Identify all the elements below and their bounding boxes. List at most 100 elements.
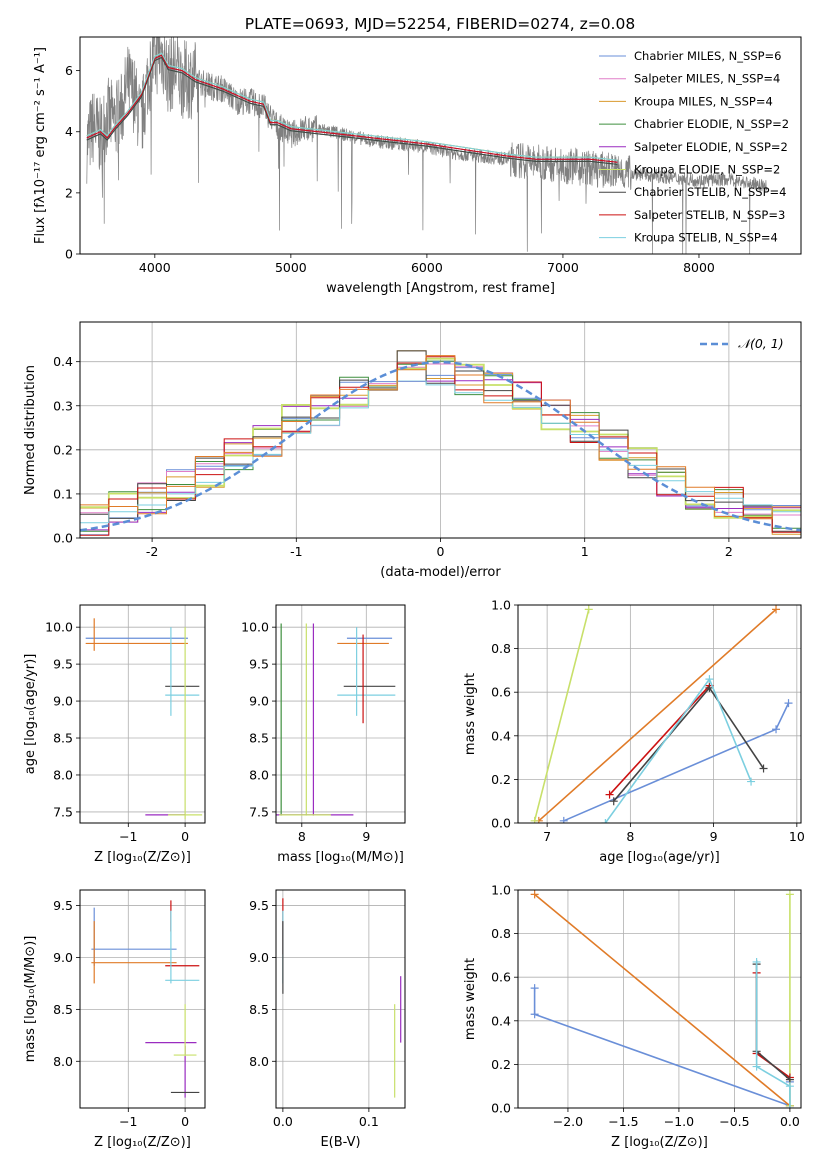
legend-label-normal: 𝒩(0, 1): [738, 336, 784, 351]
y-tick-label: 0.2: [53, 442, 73, 457]
x-tick-label: −1: [119, 829, 137, 844]
axes-weight_vs_z: −2.0 −1.5 −1.0 −0.5 0.0 0.0 0.2 0.4 0.6 0.8 1.0 Z […: [463, 883, 802, 1150]
weight-marker: [784, 699, 793, 708]
y-tick-label: 0.1: [53, 486, 73, 501]
axes-age_vs_mass: 8 9 7.5 8.0 8.5 9.0 9.5 10.0 mass [log₁₀(M/M⊙)]: [241, 604, 406, 865]
weight-marker: [601, 819, 610, 823]
y-tick-label: 0.0: [491, 1101, 511, 1116]
x-tick-label: 6000: [411, 260, 443, 275]
weight-marker: [559, 816, 568, 823]
histogram-chabrier-stelib: [80, 350, 801, 532]
normal-curve: [80, 360, 801, 532]
plot-area: [276, 623, 396, 816]
histogram-orange: [80, 355, 801, 520]
weight-marker: [752, 1062, 761, 1071]
legend-label: Chabrier STELIB, N_SSP=4: [634, 185, 786, 199]
y-tick-label: 9.5: [249, 657, 269, 672]
model-line-kroupa-stelib: [86, 52, 618, 161]
axes-frame: [79, 321, 802, 539]
model-line-salpeter-stelib: [86, 54, 618, 163]
x-tick-label: 9: [362, 829, 370, 844]
x-tick-label: 0.1: [359, 1114, 379, 1129]
y-tick-label: 8.0: [249, 1054, 269, 1069]
x-tick-label: 8: [298, 829, 306, 844]
y-tick-label: 8.0: [53, 1054, 73, 1069]
y-tick-label: 0.2: [491, 772, 511, 787]
x-axis-label: E(B-V): [320, 1135, 360, 1150]
x-tick-label: −1.0: [664, 1114, 694, 1129]
x-tick-label: −2.0: [553, 1114, 583, 1129]
axes-age_vs_z: −1 0 7.5 8.0 8.5 9.0 9.5 10.0 Z [log₁₀(Z/Z⊙)] age…: [23, 604, 206, 865]
x-tick-label: -1: [290, 544, 302, 559]
y-tick-label: 10.0: [45, 620, 73, 635]
x-tick-label: 2: [725, 544, 733, 559]
y-tick-label: 8.0: [249, 767, 269, 782]
x-tick-label: 0: [181, 1114, 189, 1129]
weight-line-kroupa-stelib: [755, 961, 791, 1108]
x-axis-label: Z [log₁₀(Z/Z⊙)]: [611, 1135, 708, 1150]
histogram-salpeter-stelib: [80, 356, 801, 536]
histogram-chabrier-elodie: [80, 360, 801, 532]
x-axis-label: Z [log₁₀(Z/Z⊙)]: [94, 850, 191, 865]
weight-marker: [752, 957, 761, 966]
y-tick-label: 8.5: [249, 1002, 269, 1017]
y-tick-label: 0.2: [491, 1057, 511, 1072]
weight-marker: [530, 816, 539, 823]
y-tick-label: 10.0: [241, 620, 269, 635]
axes-frame: [79, 36, 802, 255]
weight-line-chabrier-stelib: [755, 964, 791, 1081]
x-tick-label: −1.5: [608, 1114, 638, 1129]
weight-marker: [609, 797, 618, 806]
weight-marker: [584, 605, 593, 614]
plot-area: [530, 890, 794, 1108]
y-axis-label: age [log₁₀(age/yr)]: [23, 654, 38, 775]
y-tick-label: 0.8: [491, 641, 511, 656]
x-tick-label: 10: [789, 829, 805, 844]
y-tick-label: 4: [65, 124, 73, 139]
axes-frame: [275, 604, 406, 824]
x-tick-label: 7: [543, 829, 551, 844]
plot-area: [80, 350, 801, 536]
weight-marker: [530, 1010, 539, 1019]
axes-spectrum: 4000 5000 6000 7000 8000 0 2 4 6 wavelength [Angs…: [33, 36, 802, 296]
y-tick-label: 0.6: [491, 970, 511, 985]
legend-label: Chabrier MILES, N_SSP=6: [634, 49, 781, 63]
plot-area: [530, 605, 793, 823]
figure-title: PLATE=0693, MJD=52254, FIBERID=0274, z=0…: [245, 15, 635, 33]
y-tick-label: 7.5: [53, 804, 73, 819]
weight-marker: [785, 1082, 794, 1091]
axes-frame: [275, 889, 406, 1109]
y-tick-label: 0.4: [53, 354, 73, 369]
y-axis-label: Flux [fλ10⁻¹⁷ erg cm⁻² s⁻¹ A⁻¹]: [33, 47, 48, 244]
x-tick-label: 8000: [683, 260, 715, 275]
weight-line-kroupa-stelib: [604, 677, 752, 823]
y-tick-label: 8.5: [53, 731, 73, 746]
y-tick-label: 0.6: [491, 685, 511, 700]
y-tick-label: 9.0: [53, 950, 73, 965]
x-tick-label: 0: [181, 829, 189, 844]
x-tick-label: 5000: [275, 260, 307, 275]
y-tick-label: 0.8: [491, 926, 511, 941]
plot-area: [91, 900, 200, 1098]
axes-frame: [517, 604, 802, 824]
axes-mass_vs_ebv: 0.0 0.1 8.0 8.5 9.0 9.5 E(B-V): [249, 889, 406, 1150]
y-tick-label: 8.5: [249, 731, 269, 746]
x-tick-label: −1: [119, 1114, 137, 1129]
y-axis-label: mass [log₁₀(M/M⊙)]: [23, 936, 38, 1063]
weight-marker: [772, 725, 781, 734]
legend-label: Kroupa MILES, N_SSP=4: [634, 94, 773, 108]
weight-marker: [785, 1104, 794, 1108]
x-axis-label: Z [log₁₀(Z/Z⊙)]: [94, 1135, 191, 1150]
weight-marker: [772, 605, 781, 614]
x-tick-label: −0.5: [719, 1114, 749, 1129]
model-line-chabrier-stelib: [86, 56, 618, 165]
weight-line-chabrier-miles: [533, 988, 791, 1107]
plot-area: [86, 37, 768, 254]
x-tick-label: 7000: [547, 260, 579, 275]
axes-mass_vs_z: −1 0 8.0 8.5 9.0 9.5 Z [log₁₀(Z/Z⊙)] mass [log₁…: [23, 889, 206, 1150]
weight-line-salpeter-stelib: [609, 685, 710, 796]
x-tick-label: -2: [146, 544, 158, 559]
spectrum-legend: Chabrier MILES, N_SSP=6 Salpeter MILES, N…: [599, 49, 789, 245]
y-tick-label: 9.0: [249, 694, 269, 709]
y-axis-label: mass weight: [463, 958, 478, 1040]
